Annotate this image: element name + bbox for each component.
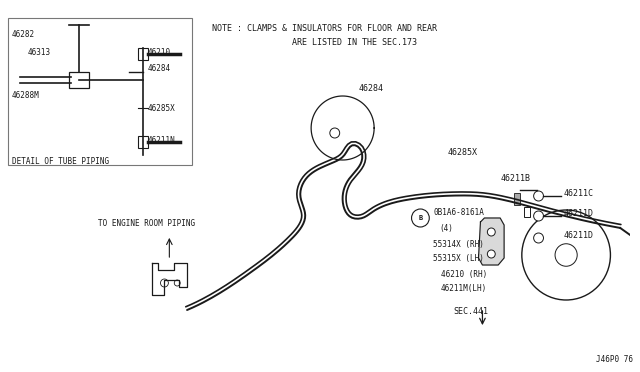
Text: 46313: 46313	[28, 48, 51, 57]
Text: 46285X: 46285X	[148, 103, 175, 112]
Text: 46285X: 46285X	[448, 148, 478, 157]
Text: 55315X (LH): 55315X (LH)	[433, 253, 484, 263]
Text: 46210: 46210	[148, 48, 171, 57]
Circle shape	[534, 191, 543, 201]
Text: 55314X (RH): 55314X (RH)	[433, 241, 484, 250]
Circle shape	[534, 211, 543, 221]
Text: 46211B: 46211B	[500, 173, 530, 183]
Bar	[69, 72, 88, 88]
Text: 46211D: 46211D	[563, 208, 593, 218]
Bar	[8, 18, 192, 165]
Text: 46284: 46284	[148, 64, 171, 73]
Text: 46211M(LH): 46211M(LH)	[441, 283, 487, 292]
Circle shape	[488, 250, 495, 258]
Circle shape	[412, 209, 429, 227]
Text: TO ENGINE ROOM PIPING: TO ENGINE ROOM PIPING	[99, 218, 196, 228]
Text: J46P0 76: J46P0 76	[596, 356, 633, 365]
Text: NOTE : CLAMPS & INSULATORS FOR FLOOR AND REAR: NOTE : CLAMPS & INSULATORS FOR FLOOR AND…	[212, 23, 437, 32]
Circle shape	[174, 280, 180, 286]
Bar	[514, 193, 520, 205]
Text: 46284: 46284	[358, 83, 383, 93]
Text: (4): (4)	[439, 224, 453, 232]
Circle shape	[488, 228, 495, 236]
Text: 46211C: 46211C	[563, 189, 593, 198]
Text: 46288M: 46288M	[12, 90, 40, 99]
Bar	[524, 207, 530, 217]
Polygon shape	[479, 218, 504, 265]
Circle shape	[534, 233, 543, 243]
Bar	[138, 48, 148, 60]
Text: ARE LISTED IN THE SEC.173: ARE LISTED IN THE SEC.173	[232, 38, 417, 46]
Text: DETAIL OF TUBE PIPING: DETAIL OF TUBE PIPING	[12, 157, 109, 166]
Text: 46211D: 46211D	[563, 231, 593, 240]
Circle shape	[555, 244, 577, 266]
Circle shape	[161, 279, 168, 287]
Text: 0B1A6-8161A: 0B1A6-8161A	[433, 208, 484, 217]
Circle shape	[330, 128, 340, 138]
Text: B: B	[419, 215, 422, 221]
Text: 46210 (RH): 46210 (RH)	[441, 270, 487, 279]
Text: 46282: 46282	[12, 29, 35, 38]
Text: SEC.441: SEC.441	[453, 308, 488, 317]
Text: 46211N: 46211N	[148, 135, 175, 144]
Bar	[138, 136, 148, 148]
